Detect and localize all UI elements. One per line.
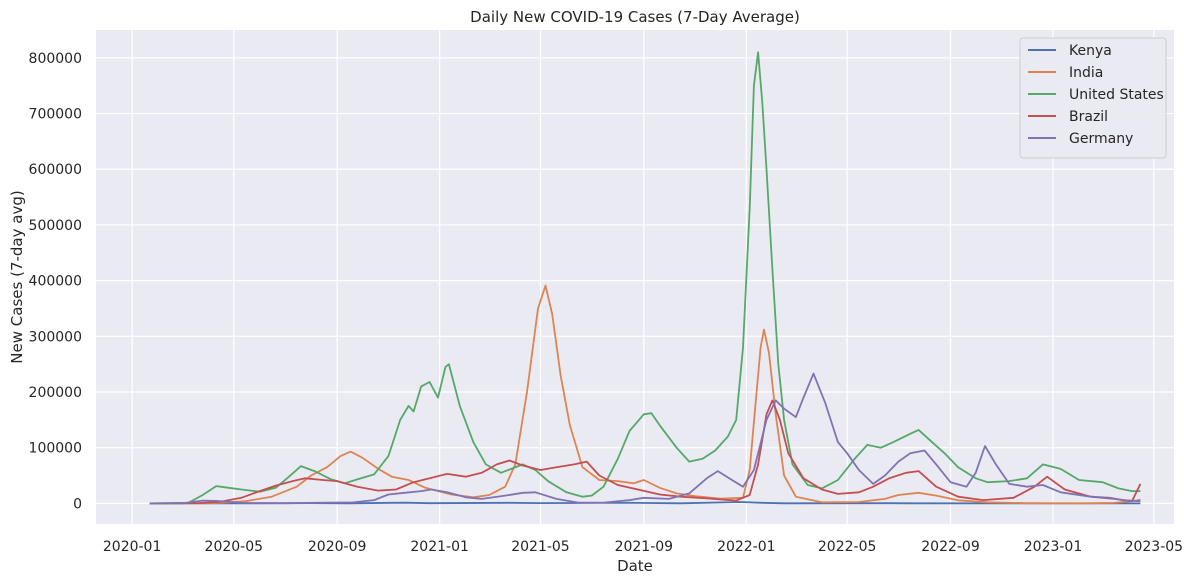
grid-lines bbox=[96, 30, 1174, 524]
y-tick-label: 300000 bbox=[29, 329, 82, 345]
y-tick-label: 400000 bbox=[29, 274, 82, 290]
x-tick-label: 2020-01 bbox=[103, 539, 162, 555]
series-line-germany bbox=[149, 372, 1141, 505]
y-tick-label: 600000 bbox=[29, 162, 82, 178]
x-tick-label: 2021-05 bbox=[511, 539, 570, 555]
legend-label-brazil: Brazil bbox=[1069, 109, 1108, 125]
series-line-india bbox=[149, 284, 1141, 505]
y-tick-label: 500000 bbox=[29, 218, 82, 234]
y-tick-label: 0 bbox=[73, 496, 82, 512]
tick-labels: 0 100000 200000 300000 400000 500000 600000 700… bbox=[29, 51, 1184, 555]
x-tick-label: 2022-01 bbox=[717, 539, 776, 555]
legend-label-kenya: Kenya bbox=[1069, 43, 1112, 59]
series-line-united-states bbox=[149, 51, 1141, 505]
x-tick-label: 2020-05 bbox=[205, 539, 264, 555]
chart-title: Daily New COVID-19 Cases (7-Day Average) bbox=[470, 8, 800, 26]
y-tick-label: 200000 bbox=[29, 385, 82, 401]
x-tick-label: 2023-01 bbox=[1024, 539, 1083, 555]
legend-label-united-states: United States bbox=[1069, 87, 1164, 103]
series-line-brazil bbox=[149, 399, 1142, 505]
series-lines bbox=[149, 51, 1142, 505]
y-tick-label: 100000 bbox=[29, 441, 82, 457]
x-tick-label: 2021-01 bbox=[410, 539, 469, 555]
plot-background bbox=[96, 30, 1174, 524]
legend-label-germany: Germany bbox=[1069, 131, 1133, 147]
y-tick-label: 800000 bbox=[29, 51, 82, 67]
legend-box bbox=[1019, 37, 1167, 159]
x-axis-title: Date bbox=[617, 557, 653, 575]
legend-label-india: India bbox=[1069, 65, 1103, 81]
x-tick-label: 2021-09 bbox=[615, 539, 674, 555]
x-tick-label: 2020-09 bbox=[308, 539, 367, 555]
y-axis-title: New Cases (7-day avg) bbox=[8, 190, 26, 363]
x-tick-label: 2022-09 bbox=[921, 539, 980, 555]
legend: Kenya India United States Brazil Germany bbox=[1019, 37, 1167, 159]
x-tick-label: 2023-05 bbox=[1125, 539, 1184, 555]
x-tick-label: 2022-05 bbox=[818, 539, 877, 555]
y-tick-label: 700000 bbox=[29, 107, 82, 123]
